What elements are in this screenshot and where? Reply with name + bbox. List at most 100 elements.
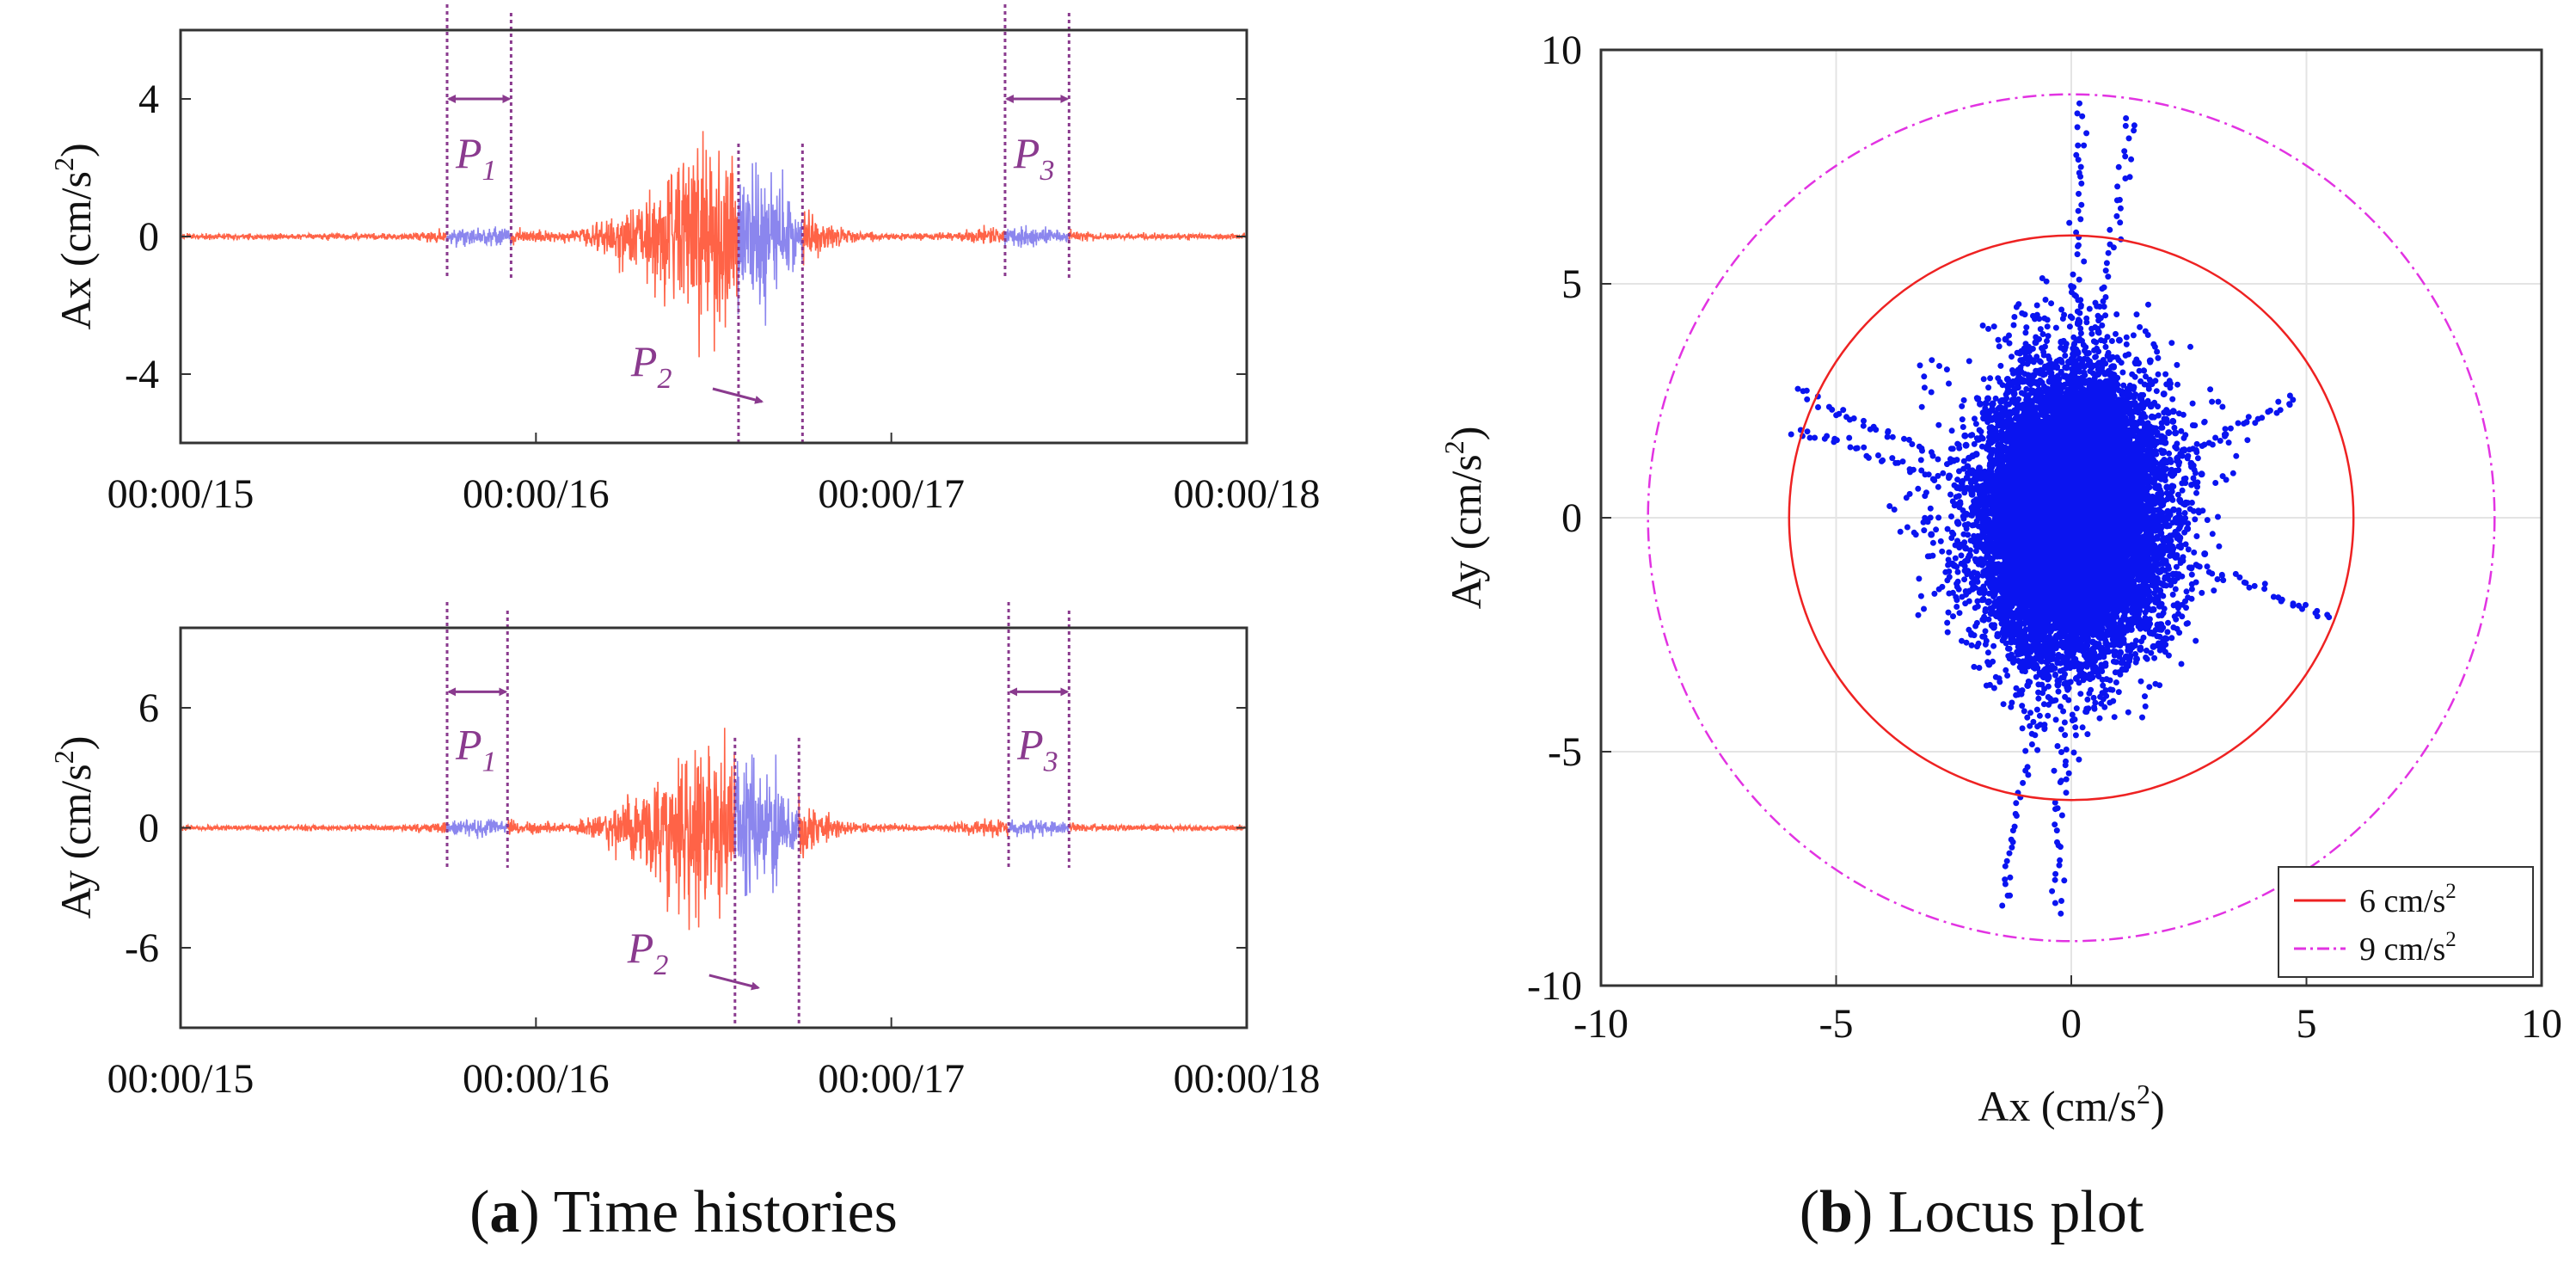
locus-ytick-label-4: -10 [1527, 963, 1582, 1009]
locus-xtick-label-1: -5 [1819, 1001, 1854, 1047]
ax-trace-segment-2 [510, 131, 739, 358]
ay-ylabel: Ay (cm/s2) [48, 736, 100, 919]
ax-p3-label-main: P [1013, 129, 1040, 177]
locus-circle-9 [1647, 93, 2496, 943]
legend-box [2278, 866, 2534, 978]
ax-trace-segment-6 [1068, 229, 1248, 243]
ax-trace-segment-1 [445, 226, 512, 249]
caption-a-text: ) Time histories [519, 1179, 898, 1245]
locus-ytick-label-1: 5 [1561, 261, 1582, 307]
ay-ytick-label-2: -6 [125, 925, 159, 971]
locus-legend: 6 cm/s2 9 cm/s2 [2278, 866, 2534, 978]
locus-points [1788, 100, 2333, 917]
caption-b: (b) Locus plot [1800, 1179, 2144, 1245]
ax-trace-segment-4 [801, 209, 1006, 266]
legend-label-9: 9 cm/s2 [2359, 928, 2456, 968]
ay-ytick-label-0: 6 [138, 685, 159, 731]
ax-p2-label-sub: 2 [657, 363, 672, 395]
caption-b-letter: b [1819, 1179, 1853, 1245]
caption-b-text: ) Locus plot [1853, 1179, 2144, 1245]
legend-label-9-text: 9 cm/s [2359, 931, 2445, 968]
ax-ylabel-text: Ax (cm/s [52, 171, 100, 330]
ay-xtick-label-0: 00:00/15 [107, 1056, 255, 1102]
ay-xtick-label-2: 00:00/17 [818, 1056, 965, 1102]
ay-signal-trace [180, 728, 1248, 931]
caption-a-open: ( [469, 1179, 489, 1245]
locus-ytick-label-2: 0 [1561, 495, 1582, 541]
locus-xtick-label-0: -10 [1573, 1001, 1628, 1047]
ay-p1-label: P1 [455, 721, 497, 778]
ay-p2-label-main: P [627, 924, 654, 972]
ay-x-ticks: 00:00/15 00:00/16 00:00/17 00:00/18 [107, 1017, 1321, 1102]
ax-trace-segment-0 [180, 228, 448, 243]
caption-b-open: ( [1800, 1179, 1819, 1245]
ax-p1-label: P1 [455, 129, 497, 187]
locus-ylabel: Ay (cm/s2) [1438, 427, 1490, 610]
ay-trace-segment-5 [1007, 819, 1070, 839]
ay-xtick-label-1: 00:00/16 [463, 1056, 610, 1102]
ay-p2-label: P2 [627, 924, 669, 981]
ax-signal-trace [180, 131, 1248, 358]
ay-xtick-label-3: 00:00/18 [1174, 1056, 1321, 1102]
ax-p3-label: P3 [1013, 129, 1055, 187]
ax-ylabel: Ax (cm/s2) [48, 143, 100, 329]
ay-p2-pointer-arrow [708, 974, 760, 991]
ax-ytick-label-0: 4 [138, 77, 159, 122]
caption-a-letter: a [489, 1179, 519, 1245]
locus-xlabel-close: ) [2150, 1082, 2165, 1130]
ax-ylabel-close: ) [52, 143, 100, 157]
ax-ylabel-sup: 2 [48, 157, 79, 171]
ax-x-ticks: 00:00/15 00:00/16 00:00/17 00:00/18 [107, 433, 1321, 517]
locus-ylabel-sup: 2 [1438, 440, 1469, 454]
locus-ylabel-close: ) [1442, 427, 1490, 441]
ay-ylabel-close: ) [52, 736, 100, 751]
legend-label-9-sup: 2 [2445, 928, 2456, 951]
ax-xtick-label-0: 00:00/15 [107, 471, 255, 517]
locus-ylabel-text: Ay (cm/s [1442, 454, 1490, 609]
ax-p2-label: P2 [630, 337, 672, 395]
ay-trace-segment-6 [1068, 821, 1248, 833]
ax-p1-label-main: P [455, 129, 482, 177]
legend-label-6-text: 6 cm/s [2359, 883, 2445, 919]
ay-p1-label-main: P [455, 721, 482, 769]
ax-xtick-label-3: 00:00/18 [1174, 471, 1321, 517]
ax-xtick-label-1: 00:00/16 [463, 471, 610, 517]
ay-trace-segment-3 [733, 754, 800, 897]
locus-ytick-label-0: 10 [1541, 28, 1582, 73]
ax-p3-label-sub: 3 [1039, 155, 1054, 187]
locus-ticks: -10 -5 0 5 10 10 5 0 -5 -10 [1527, 28, 2562, 1047]
locus-circles [1647, 93, 2496, 943]
ay-ytick-label-1: 0 [138, 806, 159, 851]
ay-p1-label-sub: 1 [482, 747, 497, 778]
locus-xlabel-text: Ax (cm/s [1978, 1082, 2137, 1130]
caption-a: (a) Time histories [469, 1179, 898, 1245]
ax-p2-pointer-arrow [712, 387, 764, 404]
ax-y-ticks: 4 0 -4 [125, 77, 1247, 397]
locus-ytick-label-3: -5 [1548, 729, 1582, 775]
ay-trace-segment-0 [180, 822, 448, 833]
locus-scatter-points [1788, 100, 2333, 917]
ax-trace-segment-5 [1003, 224, 1070, 249]
locus-xtick-label-4: 10 [2521, 1001, 2562, 1047]
locus-xlabel: Ax (cm/s2) [1978, 1078, 2164, 1130]
ax-trace-segment-3 [737, 162, 804, 326]
ax-ytick-label-2: -4 [125, 352, 159, 397]
ax-ytick-label-1: 0 [138, 214, 159, 260]
ay-y-ticks: 6 0 -6 [125, 685, 1247, 971]
ay-trace-segment-2 [506, 728, 736, 931]
ax-p2-label-main: P [630, 337, 658, 385]
locus-xtick-label-3: 5 [2297, 1001, 2317, 1047]
ay-trace-segment-1 [445, 819, 509, 839]
legend-label-6-sup: 2 [2445, 880, 2456, 903]
ay-ylabel-sup: 2 [48, 750, 79, 764]
locus-circle-6 [1788, 234, 2355, 802]
ax-p1-label-sub: 1 [482, 155, 497, 187]
locus-xtick-label-2: 0 [2061, 1001, 2082, 1047]
ay-p3-label: P3 [1016, 721, 1058, 778]
